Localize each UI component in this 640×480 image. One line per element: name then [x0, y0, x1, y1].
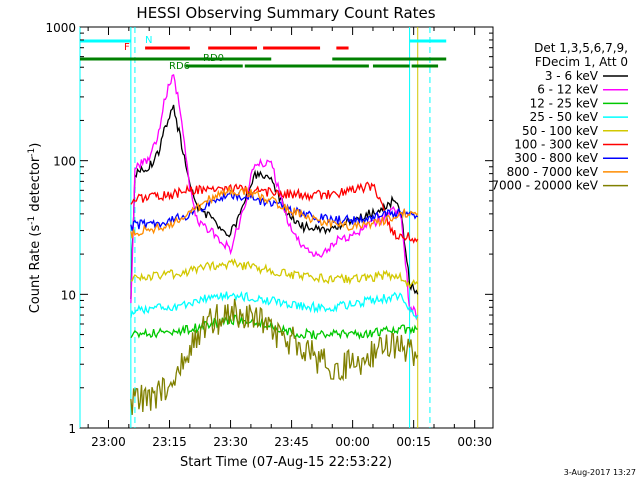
legend-entry-label: 300 - 800 keV: [514, 151, 598, 165]
legend-entry-label: 800 - 7000 keV: [507, 165, 599, 179]
series-line: [130, 181, 419, 244]
x-tick-label: 23:30: [213, 435, 248, 449]
legend-entry-label: 7000 - 20000 keV: [491, 179, 598, 193]
x-tick-label: 23:00: [91, 435, 126, 449]
y-label-end: ): [28, 143, 43, 148]
x-tick-label: 23:15: [152, 435, 187, 449]
series-layer: [130, 73, 419, 415]
flag-label: RD6: [169, 61, 190, 72]
y-label-mid: detector: [28, 156, 43, 216]
series-line: [130, 258, 419, 289]
flag-label: F: [124, 42, 130, 53]
plot-area: N F RD0 RD6 23:00 23:15 23:30 23:45 00:00 00:15 0…: [45, 21, 494, 449]
y-label-sup2: -1: [27, 148, 37, 157]
y-axis-ticks: 1 10 100 1000: [45, 21, 493, 436]
x-axis-label: Start Time (07-Aug-15 22:53:22): [180, 455, 392, 470]
legend-entry-label: 25 - 50 keV: [530, 110, 599, 124]
footer-date: 3-Aug-2017 13:27: [564, 468, 636, 477]
flag-bars: N F RD0 RD6: [80, 35, 447, 72]
series-line: [130, 290, 419, 320]
x-tick-label: 00:15: [396, 435, 431, 449]
y-tick-label: 1000: [45, 21, 76, 35]
chart-title: HESSI Observing Summary Count Rates: [136, 4, 435, 22]
series-line: [130, 189, 419, 231]
y-tick-label: 1: [68, 422, 76, 436]
y-tick-label: 100: [53, 155, 76, 169]
legend-header-1: Det 1,3,5,6,7,9,: [534, 41, 628, 55]
y-label-sup1: -1: [27, 216, 37, 225]
x-tick-label: 23:45: [274, 435, 309, 449]
mode-boundary-lines: [79, 27, 431, 428]
legend: Det 1,3,5,6,7,9, FDecim 1, Att 0 3 - 6 k…: [491, 41, 628, 193]
legend-entry-label: 100 - 300 keV: [514, 138, 598, 152]
legend-entry-label: 50 - 100 keV: [522, 124, 599, 138]
y-label-main: Count Rate (s: [28, 225, 43, 314]
x-tick-label: 00:30: [457, 435, 492, 449]
y-tick-label: 10: [61, 288, 76, 302]
series-line: [130, 186, 418, 239]
series-line: [130, 104, 419, 300]
x-tick-label: 00:00: [335, 435, 370, 449]
y-axis-label: Count Rate (s-1 detector-1): [27, 143, 43, 314]
series-line: [130, 73, 419, 321]
x-axis-ticks: 23:00 23:15 23:30 23:45 00:00 00:15 00:30: [87, 27, 492, 449]
legend-header-2: FDecim 1, Att 0: [535, 55, 628, 69]
legend-entry-label: 6 - 12 keV: [537, 83, 599, 97]
legend-entry-label: 3 - 6 keV: [545, 69, 599, 83]
flag-label: N: [145, 35, 152, 46]
legend-entry-label: 12 - 25 keV: [530, 96, 599, 110]
flag-label: RD0: [203, 53, 224, 64]
series-line: [130, 298, 419, 415]
